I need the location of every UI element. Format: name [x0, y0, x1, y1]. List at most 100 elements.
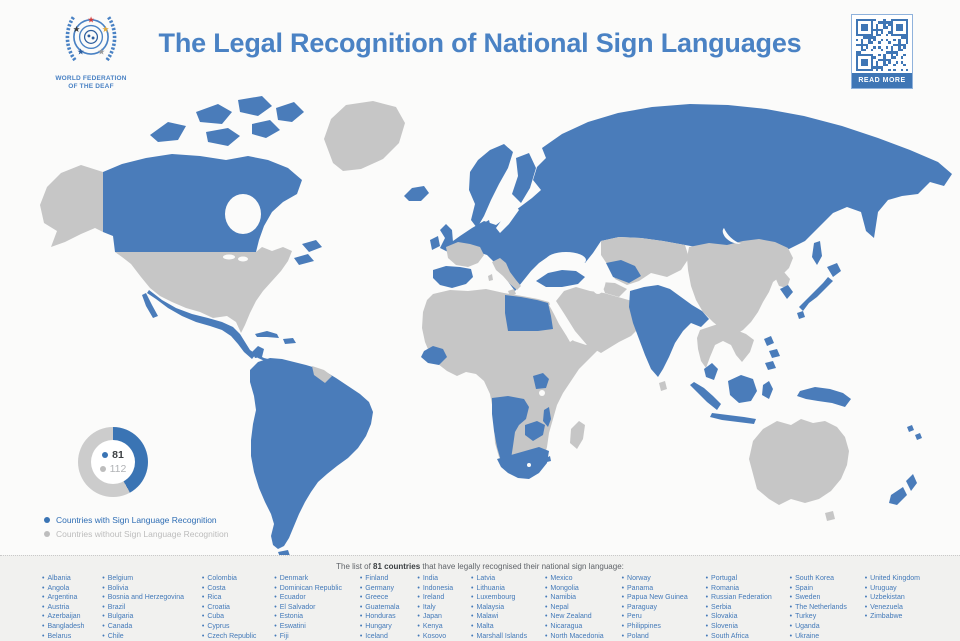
country-item: • Bangladesh — [42, 622, 84, 632]
map-mexico — [142, 290, 264, 359]
country-name: Japan — [422, 613, 442, 621]
map-black-sea — [546, 252, 586, 268]
country-name: Cyprus — [207, 622, 230, 630]
country-item: • Eswatini — [274, 622, 342, 632]
country-column: • India • Indonesia • Ireland • Italy • Japan • Ken… — [417, 574, 453, 641]
country-name: Uzbekistan — [870, 594, 905, 602]
page-title: The Legal Recognition of National Sign L… — [158, 28, 802, 58]
bullet-icon: • — [42, 613, 45, 621]
svg-text:★: ★ — [98, 48, 105, 57]
map-red-sea — [549, 302, 576, 342]
bullet-icon: • — [274, 613, 277, 621]
country-item: • Panama — [622, 584, 688, 594]
country-name: Rica — [207, 594, 222, 602]
wfd-logo: ★ ★ ★ ★ ★ WORLD FEDERATION OF THE DEAF — [45, 10, 137, 90]
country-item: • Angola — [42, 584, 84, 594]
country-item: • Sweden — [790, 593, 847, 603]
bullet-icon: • — [201, 575, 205, 582]
map-baltic-sea — [496, 204, 519, 233]
bullet-icon: • — [789, 603, 793, 611]
country-column: • Portugal • Romania • Russian Federation • Ser… — [706, 574, 772, 641]
map-africa — [422, 289, 607, 478]
bullet-icon: • — [471, 603, 474, 611]
map-turkey — [536, 270, 585, 287]
list-intro-prefix: The list of — [336, 562, 374, 571]
country-item: • Lithuania — [471, 584, 527, 594]
country-name: Nepal — [550, 603, 569, 611]
country-name: Greece — [365, 594, 389, 602]
country-name: Turkey — [795, 613, 817, 621]
bullet-icon: • — [417, 632, 420, 640]
world-map — [40, 96, 952, 557]
country-item: • South Africa — [706, 632, 772, 641]
legend-label-not-recognized: Countries without Sign Language Recognit… — [56, 529, 229, 539]
bullet-icon: • — [705, 622, 709, 630]
bullet-icon: • — [705, 594, 709, 602]
bullet-icon: • — [544, 622, 548, 630]
map-uzbekistan — [606, 260, 641, 283]
country-item: • Croatia — [202, 603, 256, 613]
country-name: Colombia — [207, 575, 237, 582]
bullet-icon: • — [471, 613, 474, 621]
country-item: • Ukraine — [790, 632, 847, 641]
map-new-zealand — [889, 474, 917, 505]
map-zimbabwe — [525, 421, 545, 441]
country-item: • Estonia — [274, 612, 342, 622]
country-item: • Czech Republic — [202, 632, 256, 641]
country-name: Norway — [627, 575, 651, 582]
country-name: Russian Federation — [711, 594, 772, 602]
bullet-icon: • — [471, 632, 474, 640]
map-caspian-sea — [590, 260, 606, 294]
country-name: Kenya — [422, 622, 443, 630]
legend-item-not-recognized: Countries without Sign Language Recognit… — [44, 529, 228, 539]
country-name: Portugal — [711, 575, 738, 582]
country-item: • Venezuela — [865, 603, 920, 613]
bullet-icon: • — [274, 632, 277, 640]
country-column: • Denmark • Dominican Republic • Ecuador • El S… — [274, 574, 342, 641]
country-item: • Bosnia and Herzegovina — [102, 593, 184, 603]
country-name: Mongolia — [550, 584, 579, 592]
country-column: • Norway • Panama • Papua New Guinea • Paraguay… — [622, 574, 688, 641]
country-item: • Iceland — [360, 632, 400, 641]
bullet-icon: • — [201, 584, 205, 592]
map-iceland — [404, 186, 429, 201]
country-name: Italy — [422, 603, 436, 611]
map-australia — [749, 419, 849, 521]
country-item: • Uganda — [790, 622, 847, 632]
map-ireland — [430, 236, 440, 250]
country-item: • Mexico — [545, 574, 604, 584]
country-name: Malawi — [476, 613, 499, 621]
map-indonesia — [690, 375, 773, 424]
list-intro-suffix: that have legally recognised their natio… — [420, 562, 624, 571]
bullet-icon: • — [621, 632, 625, 640]
svg-text:★: ★ — [102, 25, 109, 34]
bullet-icon: • — [621, 603, 625, 611]
country-column: • United Kingdom • Uruguay • Uzbekistan • Venez… — [865, 574, 920, 622]
country-name: Canada — [107, 622, 133, 630]
country-item: • Malaysia — [471, 603, 527, 613]
country-column: • South Korea • Spain • Sweden • The Netherland… — [790, 574, 847, 641]
country-item: • Austria — [42, 603, 84, 613]
country-name: Ireland — [422, 594, 445, 602]
country-item: • Papua New Guinea — [622, 593, 688, 603]
country-name: Latvia — [476, 575, 496, 582]
read-more-button[interactable]: READ MORE — [852, 73, 912, 88]
bullet-icon: • — [201, 613, 205, 621]
country-name: Ukraine — [795, 632, 820, 640]
map-italy — [488, 258, 521, 296]
map-uk — [440, 224, 453, 252]
country-item: • Canada — [102, 622, 184, 632]
bullet-icon: • — [42, 632, 45, 640]
bullet-icon: • — [417, 584, 420, 592]
country-name: North Macedonia — [550, 632, 604, 640]
map-india — [629, 285, 709, 377]
country-item: • Honduras — [360, 612, 400, 622]
country-name: Argentina — [47, 594, 78, 602]
blue-dot-icon — [44, 517, 50, 523]
svg-text:★: ★ — [73, 25, 80, 34]
bullet-icon: • — [544, 632, 548, 640]
country-name: Panama — [627, 584, 654, 592]
map-lesotho — [527, 463, 531, 467]
country-item: • Poland — [622, 632, 688, 641]
map-indochina — [697, 322, 754, 368]
